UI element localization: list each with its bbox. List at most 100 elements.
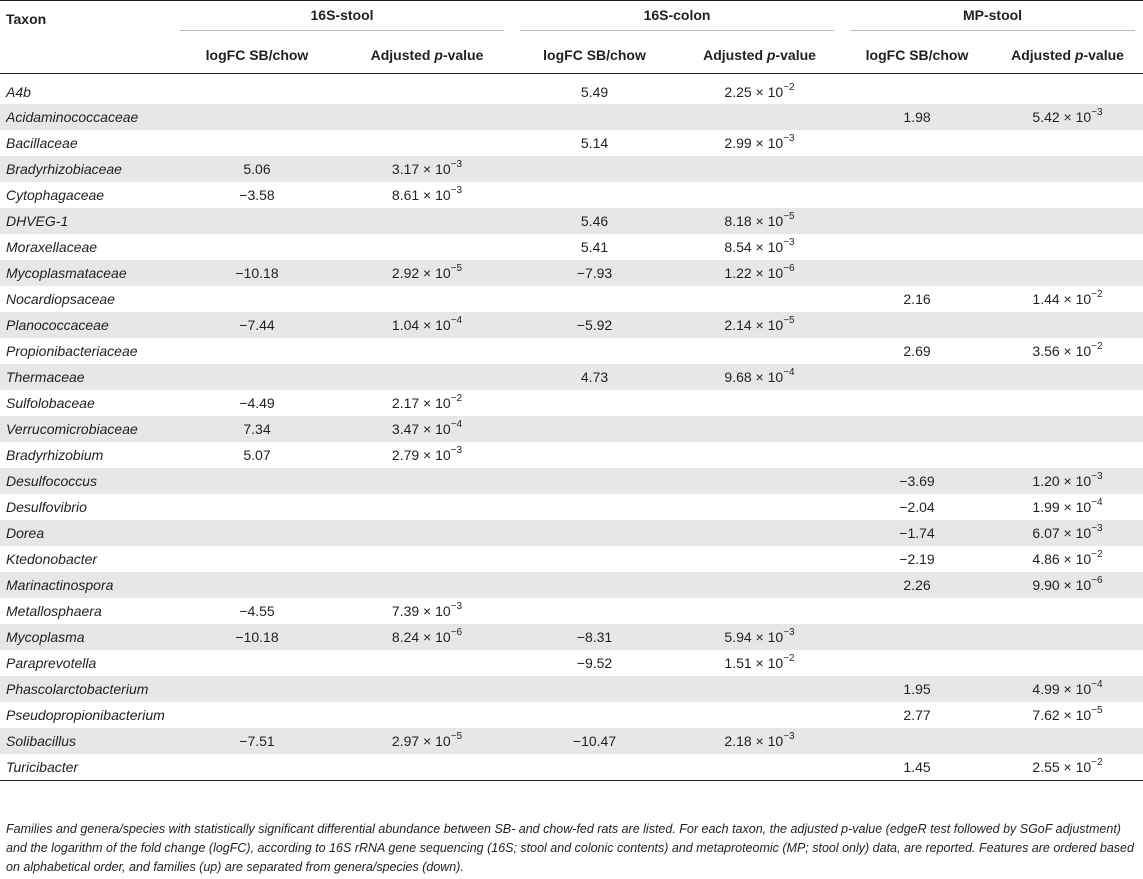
- taxon-name-cell: Bacillaceae: [6, 135, 78, 151]
- pvalue-cell: [992, 234, 1143, 260]
- pvalue-cell: 2.92 × 10−5: [342, 260, 513, 286]
- pvalue-cell: [677, 390, 842, 416]
- pvalue-cell: 3.56 × 10−2: [1032, 341, 1103, 359]
- table-caption: Families and genera/species with statist…: [6, 822, 1134, 874]
- pvalue-cell: [992, 390, 1143, 416]
- logfc-cell: [172, 494, 342, 520]
- differential-abundance-table-container: Taxon 16S-stool 16S-colon MP-stool logFC…: [0, 0, 1143, 781]
- pvalue-cell: 1.99 × 10−4: [1032, 497, 1103, 515]
- table-row: Metallosphaera −4.55 7.39 × 10−3: [0, 598, 1143, 624]
- logfc-cell: [172, 234, 342, 260]
- logfc-cell: [172, 676, 342, 702]
- table-header: Taxon 16S-stool 16S-colon MP-stool logFC…: [0, 0, 1143, 74]
- logfc-cell: [512, 338, 677, 364]
- logfc-cell: −7.44: [172, 312, 342, 338]
- pvalue-cell: [992, 442, 1143, 468]
- pvalue-cell: [992, 156, 1143, 182]
- logfc-cell: [512, 572, 678, 598]
- pvalue-cell: [677, 468, 843, 494]
- logfc-cell: [842, 728, 993, 754]
- logfc-cell: [842, 364, 993, 390]
- taxon-name-cell: Bradyrhizobium: [6, 447, 104, 463]
- logfc-cell: [842, 130, 992, 156]
- pvalue-cell: 8.61 × 10−3: [391, 185, 463, 203]
- taxon-name-cell: Mycoplasmataceae: [0, 260, 172, 286]
- pvalue-cell: [992, 182, 1143, 208]
- logfc-cell: [842, 442, 992, 468]
- logfc-cell: [172, 104, 342, 130]
- table-row: Mycoplasmataceae −10.18 2.92 × 10−5 −7.93 1.…: [0, 260, 1143, 286]
- logfc-cell: −3.69: [842, 468, 993, 494]
- logfc-cell: [512, 598, 677, 624]
- logfc-cell: 5.06: [172, 156, 342, 182]
- taxon-name-cell: Pseudopropionibacterium: [6, 707, 165, 723]
- pvalue-cell: 3.17 × 10−3: [342, 156, 513, 182]
- logfc-cell: −4.55: [239, 603, 275, 619]
- logfc-cell: −8.31: [512, 624, 678, 650]
- logfc-cell: [842, 260, 993, 286]
- pvalue-cell: [342, 74, 512, 105]
- pvalue-cell: 2.99 × 10−3: [724, 133, 795, 151]
- pvalue-cell: 1.51 × 10−2: [724, 653, 795, 671]
- logfc-cell: [842, 208, 993, 234]
- table-row: Thermaceae 4.73 9.68 × 10−4: [0, 364, 1143, 390]
- pvalue-cell: [342, 494, 512, 520]
- pvalue-cell: [992, 650, 1143, 676]
- logfc-cell: [172, 572, 342, 598]
- table-row: Mycoplasma −10.18 8.24 × 10−6 −8.31 5.94 × 1…: [0, 624, 1143, 650]
- taxon-name-cell: Desulfovibrio: [6, 499, 87, 515]
- logfc-cell: [172, 208, 342, 234]
- pvalue-cell: [677, 416, 843, 442]
- pvalue-cell: 5.94 × 10−3: [677, 624, 843, 650]
- taxon-name-cell: Sulfolobaceae: [6, 395, 95, 411]
- pvalue-cell: [342, 754, 513, 781]
- pvalue-cell: [992, 260, 1143, 286]
- subheader-logfc: logFC SB/chow: [172, 37, 342, 74]
- logfc-cell: [512, 182, 677, 208]
- logfc-cell: [172, 650, 342, 676]
- subheader-logfc: logFC SB/chow: [512, 37, 678, 74]
- logfc-cell: [842, 312, 993, 338]
- pvalue-cell: [677, 598, 842, 624]
- taxon-name-cell: Marinactinospora: [0, 572, 172, 598]
- logfc-cell: −3.58: [239, 187, 275, 203]
- header-subcolumn-row: logFC SB/chow Adjusted p-value logFC SB/ch…: [0, 37, 1143, 74]
- logfc-cell: −7.51: [172, 728, 342, 754]
- pvalue-cell: [677, 104, 843, 130]
- logfc-cell: −2.04: [899, 499, 935, 515]
- logfc-cell: 2.16: [903, 291, 931, 307]
- pvalue-cell: [342, 208, 513, 234]
- pvalue-cell: [677, 338, 842, 364]
- table-row: Marinactinospora 2.26 9.90 × 10−6: [0, 572, 1143, 598]
- logfc-cell: [172, 74, 342, 105]
- pvalue-cell: [677, 754, 843, 781]
- logfc-cell: [512, 156, 678, 182]
- pvalue-cell: [992, 364, 1143, 390]
- pvalue-cell: [342, 546, 512, 572]
- pvalue-cell: [342, 364, 513, 390]
- taxon-name-cell: Ktedonobacter: [6, 551, 98, 567]
- table-row: Sulfolobaceae −4.49 2.17 × 10−2: [0, 390, 1143, 416]
- logfc-cell: −7.93: [512, 260, 678, 286]
- taxon-name-cell: Turicibacter: [0, 754, 172, 781]
- table-row: Verrucomicrobiaceae 7.34 3.47 × 10−4: [0, 416, 1143, 442]
- logfc-cell: −4.49: [239, 395, 275, 411]
- logfc-cell: [512, 494, 677, 520]
- pvalue-cell: [342, 676, 513, 702]
- pvalue-cell: [342, 338, 512, 364]
- pvalue-cell: [992, 728, 1143, 754]
- logfc-cell: 1.45: [842, 754, 993, 781]
- table-row: Nocardiopsaceae 2.16 1.44 × 10−2: [0, 286, 1143, 312]
- logfc-cell: 1.95: [842, 676, 993, 702]
- logfc-cell: [172, 702, 342, 728]
- pvalue-cell: [992, 416, 1143, 442]
- pvalue-cell: 2.14 × 10−5: [677, 312, 843, 338]
- table-row: Ktedonobacter −2.19 4.86 × 10−2: [0, 546, 1143, 572]
- pvalue-cell: [992, 74, 1143, 105]
- taxon-name-cell: Moraxellaceae: [6, 239, 98, 255]
- pvalue-cell: 6.07 × 10−3: [992, 520, 1143, 546]
- table-row: Turicibacter 1.45 2.55 × 10−2: [0, 754, 1143, 781]
- logfc-cell: [512, 520, 678, 546]
- table-row: Bacillaceae 5.14 2.99 × 10−3: [0, 130, 1143, 156]
- pvalue-cell: 8.54 × 10−3: [724, 237, 795, 255]
